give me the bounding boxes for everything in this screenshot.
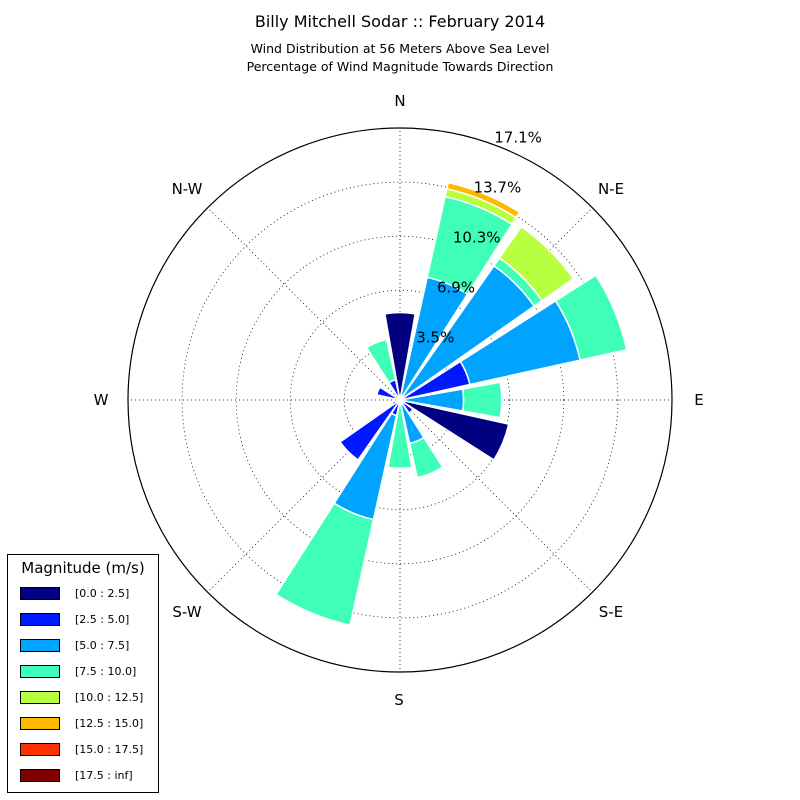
direction-label: N [394,92,405,110]
grid-circle [127,127,673,673]
legend-entry: [0.0 : 2.5] [20,586,129,600]
rose-bar-segment [383,311,417,401]
legend-label: [5.0 : 7.5] [75,638,130,652]
legend-label: [15.0 : 17.5] [75,742,144,756]
legend-swatch [20,768,60,782]
radial-tick-label: 17.1% [494,129,542,147]
grid-spoke [399,399,593,593]
legend-label: [10.0 : 12.5] [75,690,144,704]
legend-entry: [2.5 : 5.0] [20,612,129,626]
rose-bar-segment [375,386,401,401]
rose-bar-segment [445,181,521,219]
legend-title: Magnitude (m/s) [21,559,145,577]
grid-circle [235,235,565,565]
legend-entry: [12.5 : 15.0] [20,716,143,730]
legend-label: [7.5 : 10.0] [75,664,137,678]
direction-label: S [394,691,404,709]
legend-swatch [20,664,60,678]
rose-bar-segment [391,399,401,406]
legend-entry: [5.0 : 7.5] [20,638,129,652]
direction-label: S-W [172,603,201,621]
rose-bar-segment [461,381,503,419]
direction-label: S-E [599,603,623,621]
direction-label: E [694,391,703,409]
rose-bar-segment [275,502,375,627]
legend-swatch [20,586,60,600]
legend-swatch [20,742,60,756]
chart-title: Billy Mitchell Sodar :: February 2014 [254,12,546,31]
polar-labels: 3.5% 6.9% 10.3% 13.7% 17.1% N N-E E S-E S S-W W N-W [94,92,704,709]
radial-tick-label: 6.9% [437,279,475,297]
legend-entry: [15.0 : 17.5] [20,742,143,756]
rose-bar-segment [387,399,413,470]
legend-label: [0.0 : 2.5] [75,586,130,600]
grid-spoke [207,399,401,593]
legend-label: [17.5 : inf] [75,768,133,782]
direction-label: N-W [172,180,203,198]
grid-spoke [207,207,401,401]
chart-subtitle-2: Percentage of Wind Magnitude Towards Dir… [246,59,554,74]
legend-label: [2.5 : 5.0] [75,612,130,626]
wind-rose-bars [275,181,628,627]
grid-circle [289,289,511,511]
rose-bar-segment [554,274,628,361]
rose-bar-segment [365,338,397,384]
legend-swatch [20,690,60,704]
legend: Magnitude (m/s) [0.0 : 2.5] [2.5 : 5.0] [5… [7,554,159,793]
rose-bar-segment [498,225,575,302]
legend-entry: [17.5 : inf] [20,768,133,782]
grid-circle [181,181,619,619]
direction-label: N-E [598,180,624,198]
legend-swatch [20,612,60,626]
rose-bar-segment [399,399,510,461]
radial-tick-label: 13.7% [474,179,522,197]
rose-bar-segment [339,399,401,461]
legend-entry: [10.0 : 12.5] [20,690,143,704]
rose-bar-segment [408,436,444,479]
legend-entry: [7.5 : 10.0] [20,664,136,678]
radial-tick-label: 10.3% [453,229,501,247]
legend-label: [12.5 : 15.0] [75,716,144,730]
legend-swatch [20,638,60,652]
direction-label: W [94,391,109,409]
legend-swatch [20,716,60,730]
chart-subtitle-1: Wind Distribution at 56 Meters Above Sea… [250,41,550,56]
radial-tick-label: 3.5% [416,329,454,347]
